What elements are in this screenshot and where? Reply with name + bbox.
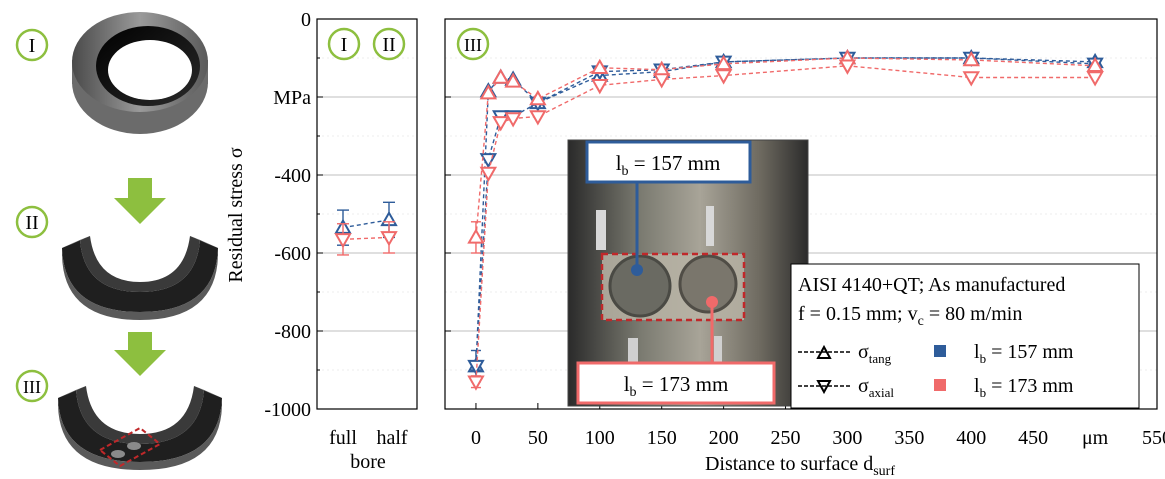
y-axis-ticks: 0 MPa -400 -600 -800 -1000 bbox=[264, 9, 323, 421]
data-point bbox=[714, 54, 733, 71]
process-schematic: I II III bbox=[15, 12, 222, 470]
data-point bbox=[529, 110, 547, 126]
label-lb-157: lb = 157 mm bbox=[585, 140, 752, 184]
svg-text:lb = 157 mm: lb = 157 mm bbox=[616, 151, 721, 179]
arrow-down-icon bbox=[114, 178, 166, 224]
x-tick-label: μm bbox=[1082, 427, 1109, 449]
svg-text:I: I bbox=[341, 34, 348, 56]
y-tick-label: -600 bbox=[274, 243, 311, 265]
legend-axial: σaxial bbox=[798, 375, 894, 400]
data-point bbox=[467, 359, 485, 376]
data-point bbox=[652, 73, 671, 89]
legend-material: AISI 4140+QT; As manufactured bbox=[798, 274, 1065, 296]
data-point bbox=[491, 116, 510, 132]
data-point bbox=[491, 68, 510, 84]
y-axis-label: Residual stress σ bbox=[225, 147, 247, 282]
y-tick-label: -1000 bbox=[264, 399, 311, 421]
data-point bbox=[1086, 56, 1104, 73]
half-bore-shell bbox=[62, 236, 218, 320]
sample-photo: lb = 157 mm lb = 173 mm bbox=[567, 139, 809, 407]
data-point bbox=[504, 72, 522, 88]
sample-shell bbox=[58, 386, 222, 470]
x-tick-label: 350 bbox=[894, 427, 924, 449]
x-tick-label: 450 bbox=[1018, 427, 1048, 449]
panel-marker-III: III bbox=[456, 27, 490, 61]
svg-text:II: II bbox=[382, 34, 395, 56]
svg-text:III: III bbox=[464, 35, 482, 55]
svg-text:III: III bbox=[23, 377, 41, 397]
indent-left bbox=[608, 254, 672, 318]
indent-right bbox=[678, 254, 738, 314]
data-point bbox=[479, 84, 498, 100]
x-group-label: bore bbox=[350, 451, 386, 473]
data-point bbox=[467, 228, 485, 244]
step-marker-II: II bbox=[15, 205, 49, 239]
x-tick-label: 300 bbox=[832, 427, 862, 449]
series-line bbox=[475, 57, 1096, 367]
data-point bbox=[467, 375, 485, 391]
svg-text:lb = 173 mm: lb = 173 mm bbox=[974, 375, 1074, 400]
svg-text:σaxial: σaxial bbox=[858, 375, 894, 400]
x-tick-label: 100 bbox=[585, 427, 615, 449]
series-line bbox=[475, 65, 1096, 382]
x-axis-ticks: 0 50 100 150 200 250 300 350 400 450 μm 550 bbox=[471, 403, 1165, 449]
x-tick-label: 0 bbox=[471, 427, 481, 449]
data-point bbox=[962, 50, 980, 67]
svg-text:lb = 157 mm: lb = 157 mm bbox=[974, 341, 1074, 366]
y-tick-label: -800 bbox=[274, 321, 311, 343]
data-point bbox=[962, 71, 980, 87]
full-bore-ring bbox=[72, 12, 208, 134]
legend-lb-173: lb = 173 mm bbox=[934, 375, 1074, 400]
svg-text:I: I bbox=[29, 35, 36, 57]
legend: AISI 4140+QT; As manufactured f = 0.15 m… bbox=[790, 263, 1140, 409]
label-lb-173: lb = 173 mm bbox=[576, 361, 776, 405]
data-point bbox=[591, 79, 609, 95]
data-point bbox=[334, 233, 352, 249]
series-line bbox=[342, 236, 390, 241]
y-tick-label: MPa bbox=[273, 87, 311, 109]
x-tick-label: 400 bbox=[956, 427, 986, 449]
data-point bbox=[479, 153, 498, 169]
data-point bbox=[504, 112, 522, 128]
x-category-full: full bbox=[329, 427, 357, 449]
data-point bbox=[380, 231, 398, 247]
surface-panel-frame bbox=[444, 18, 1158, 410]
data-point bbox=[529, 89, 547, 106]
x-axis-label: Distance to surface dsurf bbox=[705, 453, 895, 479]
panel-marker-I: I bbox=[327, 27, 361, 61]
bore-panel-marks bbox=[334, 201, 398, 256]
y-tick-label: 0 bbox=[301, 9, 311, 31]
data-point bbox=[714, 69, 733, 85]
legend-lb-157: lb = 157 mm bbox=[934, 341, 1074, 366]
surface-panel-marks bbox=[467, 48, 1104, 391]
bore-panel-grid bbox=[317, 57, 417, 371]
data-point bbox=[591, 58, 609, 74]
svg-text:II: II bbox=[25, 212, 38, 234]
svg-text:lb = 173 mm: lb = 173 mm bbox=[624, 372, 729, 400]
svg-text:σtang: σtang bbox=[858, 341, 892, 366]
data-point bbox=[838, 59, 857, 75]
step-marker-III: III bbox=[15, 369, 49, 403]
measurement-region bbox=[600, 252, 746, 322]
x-tick-label: 200 bbox=[709, 427, 739, 449]
arrow-down-icon bbox=[114, 332, 166, 376]
x-category-half: half bbox=[376, 427, 407, 449]
y-tick-label: -400 bbox=[274, 165, 311, 187]
x-tick-label: 150 bbox=[647, 427, 677, 449]
step-marker-I: I bbox=[15, 28, 49, 62]
legend-tang: σtang bbox=[798, 341, 892, 366]
legend-params: f = 0.15 mm; vc = 80 m/min bbox=[798, 303, 1022, 329]
series-line bbox=[342, 219, 390, 229]
panel-marker-II: II bbox=[372, 27, 406, 61]
data-point bbox=[1086, 71, 1104, 87]
x-tick-label: 250 bbox=[771, 427, 801, 449]
x-tick-label: 550 bbox=[1142, 427, 1165, 449]
data-point bbox=[479, 166, 498, 183]
x-tick-label: 50 bbox=[528, 427, 548, 449]
